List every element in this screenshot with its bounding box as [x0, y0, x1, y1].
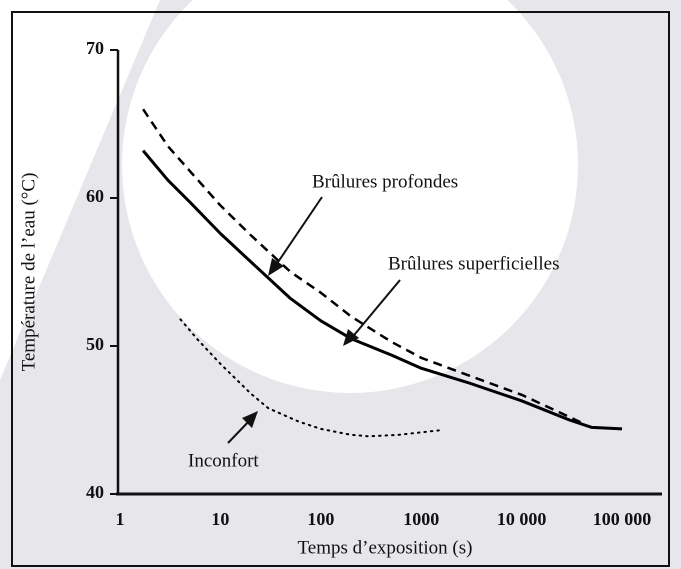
x-axis-label: Temps d’exposition (s): [298, 537, 473, 558]
annotation: Inconfort: [188, 450, 259, 471]
watermark-band: [0, 0, 160, 380]
arrow-head: [343, 329, 359, 346]
x-tick-label: 10: [211, 509, 229, 529]
x-tick-label: 10 000: [497, 509, 547, 529]
y-tick-label: 40: [86, 482, 104, 502]
y-tick-label: 70: [86, 38, 104, 58]
y-tick-label: 50: [86, 334, 104, 354]
x-tick-label: 1000: [403, 509, 439, 529]
frame: [11, 11, 670, 567]
arrow-head: [242, 411, 258, 428]
annotation: Brûlures profondes: [312, 171, 458, 192]
x-tick-label: 100 000: [593, 509, 652, 529]
y-tick-label: 60: [86, 186, 104, 206]
annotation: Brûlures superficielles: [388, 253, 559, 274]
arrow-head: [268, 258, 284, 276]
series-line: [179, 318, 440, 438]
watermark-circle: [122, 0, 578, 393]
annotation-arrow: [349, 279, 401, 341]
x-tick-label: 1: [116, 509, 125, 529]
annotation-arrow: [273, 196, 323, 269]
series-line: [142, 108, 583, 425]
y-axis-label: Température de l’eau (°C): [18, 173, 39, 372]
x-tick-label: 100: [307, 509, 334, 529]
